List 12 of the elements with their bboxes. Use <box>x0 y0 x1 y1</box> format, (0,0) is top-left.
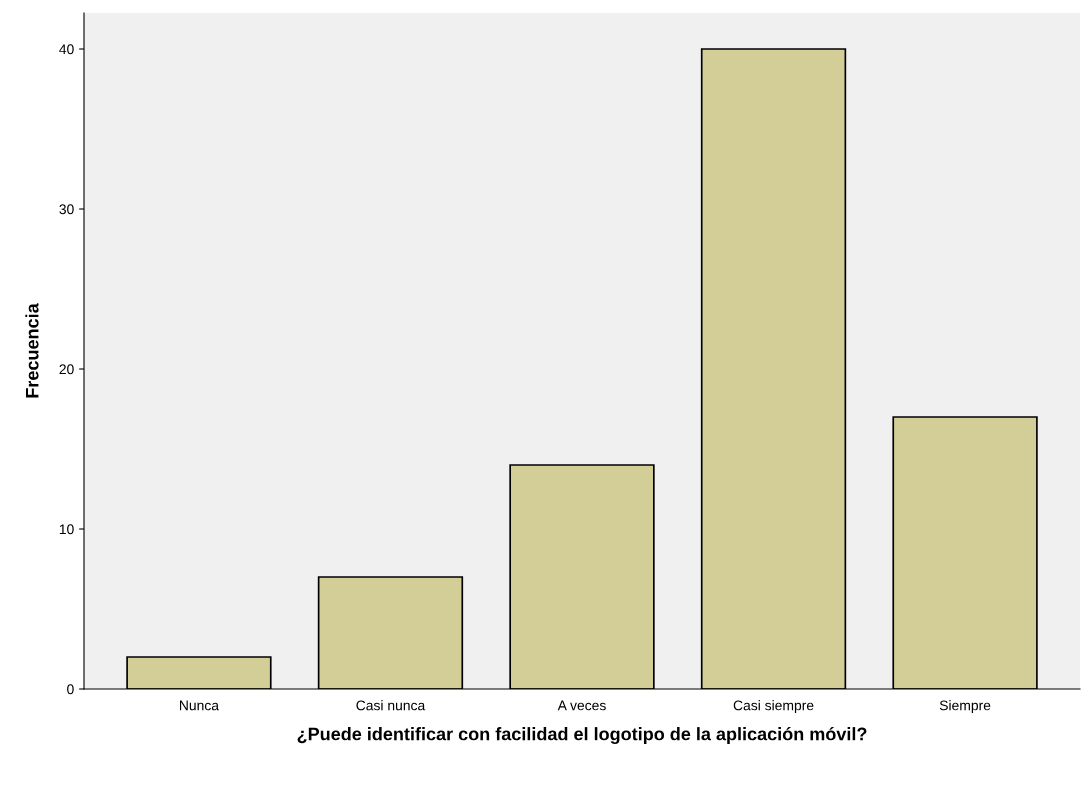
x-axis-title: ¿Puede identificar con facilidad el logotipo de la aplicación móvil? <box>297 726 867 745</box>
x-tick-label: Casi siempre <box>733 700 814 714</box>
x-tick-label: Siempre <box>939 700 991 714</box>
x-tick-label: Casi nunca <box>356 700 426 711</box>
y-axis-title: Frecuencia <box>25 303 39 398</box>
y-tick-label: 30 <box>59 204 74 215</box>
y-tick-label: 10 <box>59 524 74 535</box>
y-tick-label: 40 <box>59 44 74 55</box>
x-tick-label: Nunca <box>179 700 219 711</box>
y-tick-label: 20 <box>59 364 74 375</box>
x-tick-label: A veces <box>557 700 606 711</box>
y-tick-label: 0 <box>67 684 74 695</box>
